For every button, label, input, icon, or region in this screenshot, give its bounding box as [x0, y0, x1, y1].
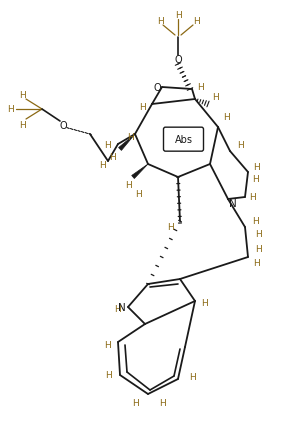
Text: H: H: [197, 83, 203, 92]
Text: H: H: [175, 10, 181, 20]
Text: H: H: [104, 140, 110, 149]
Text: H: H: [253, 258, 259, 267]
Text: O: O: [153, 83, 161, 93]
Text: Abs: Abs: [175, 135, 192, 145]
Text: H: H: [252, 175, 258, 184]
Text: H: H: [127, 132, 134, 141]
Text: H: H: [253, 163, 259, 172]
Text: H: H: [249, 193, 255, 202]
Text: H: H: [105, 371, 111, 380]
Text: N: N: [118, 302, 126, 312]
Text: H: H: [114, 305, 121, 314]
Text: N: N: [229, 198, 237, 208]
Text: O: O: [174, 55, 182, 65]
Text: H: H: [255, 245, 261, 254]
Text: H: H: [223, 113, 229, 122]
Text: H: H: [237, 140, 243, 149]
Text: H: H: [125, 181, 131, 190]
Text: H: H: [104, 341, 110, 350]
Text: H: H: [212, 93, 218, 102]
FancyBboxPatch shape: [164, 128, 203, 152]
Polygon shape: [132, 164, 148, 179]
Text: H: H: [139, 102, 145, 111]
Text: H: H: [18, 90, 25, 99]
Text: H: H: [18, 120, 25, 129]
Text: H: H: [135, 190, 141, 199]
Text: O: O: [59, 121, 67, 131]
Text: H: H: [109, 153, 115, 162]
Text: H: H: [99, 160, 105, 169]
Text: H: H: [131, 398, 138, 408]
Text: H: H: [252, 217, 258, 226]
Text: H: H: [157, 17, 163, 26]
Text: H: H: [255, 230, 261, 239]
Polygon shape: [118, 135, 135, 151]
Text: H: H: [167, 223, 173, 232]
Text: H: H: [159, 398, 165, 408]
Text: H: H: [7, 105, 13, 114]
Text: H: H: [193, 17, 199, 26]
Text: H: H: [189, 373, 195, 381]
Text: H: H: [201, 299, 208, 308]
